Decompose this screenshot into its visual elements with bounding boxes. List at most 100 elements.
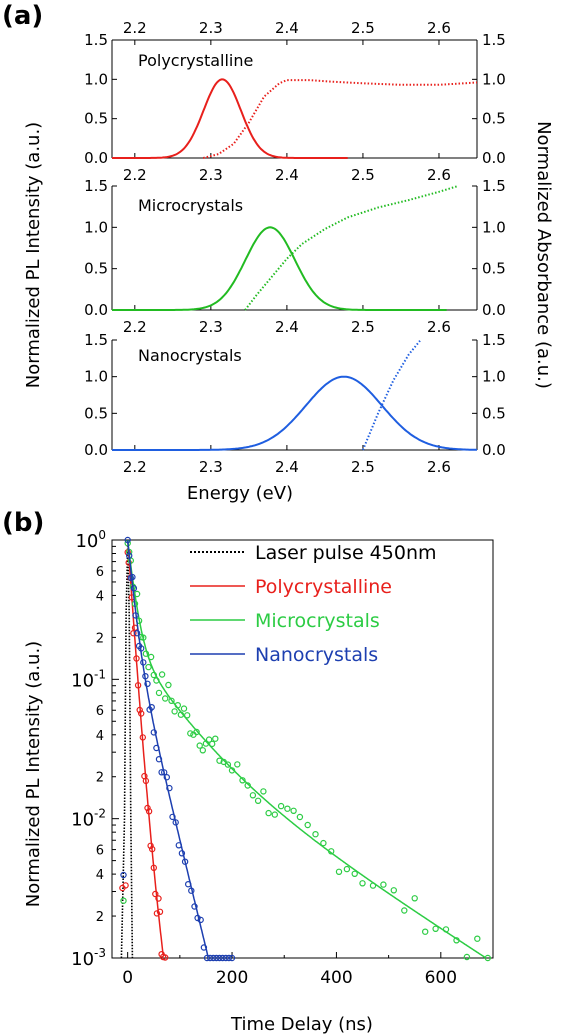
data-point-microcrystals bbox=[380, 881, 387, 888]
series-label-nanocrystals: Nanocrystals bbox=[138, 346, 242, 365]
x-tick-label: 400 bbox=[320, 968, 352, 988]
y-tick-label-right: 0.0 bbox=[482, 441, 506, 459]
panel-b-ylabel: Normalized PL Intensity (a.u.) bbox=[23, 641, 44, 907]
y-major-label: 10-3 bbox=[71, 946, 106, 970]
y-tick-label-right: 0.5 bbox=[482, 110, 506, 128]
panel-b-frame bbox=[111, 539, 494, 959]
data-point-polycrystalline bbox=[137, 710, 145, 717]
data-point-polycrystalline bbox=[145, 808, 153, 815]
y-minor-label: 4 bbox=[96, 868, 104, 883]
x-tick-label: 2.5 bbox=[351, 318, 375, 336]
panel-a-top-plot: 0.0 0.0 0.5 0.5 1.0 1.0 1.5 1.5 2.2 2.2 2.3 2.3 2.4 2… bbox=[84, 19, 506, 184]
data-point-nanocrystals bbox=[206, 954, 214, 962]
panel-b-plot: 0 200 400 600 100 10-1 10-2 10-3 2 4 6 2 4 6 2 4 6 bbox=[71, 528, 494, 988]
data-point-microcrystals bbox=[484, 954, 491, 962]
data-point-microcrystals bbox=[155, 689, 163, 697]
data-point-microcrystals bbox=[199, 747, 206, 754]
data-point-microcrystals bbox=[277, 802, 285, 810]
x-tick-label: 2.2 bbox=[123, 458, 147, 476]
data-point-microcrystals bbox=[142, 650, 150, 657]
data-point-microcrystals bbox=[284, 805, 291, 812]
data-point-polycrystalline bbox=[148, 845, 156, 853]
data-point-polycrystalline bbox=[134, 682, 142, 689]
panel-a-middle-plot: 0.0 0.0 0.5 0.5 1.0 1.0 1.5 1.5 2.2 2.3 2.4 2.5 2.6 bbox=[84, 177, 506, 336]
data-point-nanocrystals bbox=[169, 813, 176, 821]
data-point-microcrystals bbox=[174, 702, 181, 709]
y-major-label-exponent: -1 bbox=[94, 667, 106, 681]
data-point-microcrystals bbox=[422, 928, 429, 935]
data-point-nanocrystals bbox=[137, 645, 145, 652]
x-tick-label: 2.6 bbox=[427, 458, 451, 476]
data-point-microcrystals bbox=[265, 809, 272, 817]
data-point-microcrystals bbox=[351, 870, 358, 878]
data-point-nanocrystals bbox=[132, 612, 139, 619]
data-point-microcrystals bbox=[244, 782, 251, 789]
y-tick-label-right: 1.5 bbox=[482, 331, 506, 349]
data-point-polycrystalline bbox=[161, 954, 169, 961]
pl-curve-polycrystalline bbox=[112, 78, 348, 159]
data-point-microcrystals bbox=[271, 811, 278, 818]
y-major-label-exponent: -3 bbox=[94, 946, 106, 960]
data-point-nanocrystals bbox=[133, 630, 141, 637]
data-point-microcrystals bbox=[254, 797, 262, 805]
x-tick-label: 2.5 bbox=[351, 166, 375, 184]
data-point-microcrystals bbox=[196, 742, 203, 749]
data-point-microcrystals bbox=[328, 848, 335, 855]
data-point-microcrystals bbox=[228, 767, 236, 774]
data-point-nanocrystals bbox=[225, 954, 233, 962]
data-point-microcrystals bbox=[168, 697, 175, 705]
x-tick-label: 2.4 bbox=[275, 166, 299, 184]
x-tick-label: 0 bbox=[122, 968, 133, 988]
x-tick-label-top: 2.5 bbox=[351, 19, 375, 37]
x-tick-label: 2.6 bbox=[427, 318, 451, 336]
fit-curve-nanocrystals bbox=[126, 539, 209, 957]
legend-microcrystals-label: Microcrystals bbox=[255, 610, 380, 632]
y-tick-label-left: 0.5 bbox=[84, 110, 108, 128]
data-point-nanocrystals bbox=[150, 729, 157, 736]
data-point-polycrystalline bbox=[130, 630, 137, 637]
data-point-microcrystals bbox=[208, 740, 216, 748]
panel-a-ylabel-right: Normalized Absorbance (a.u.) bbox=[533, 121, 554, 389]
data-point-microcrystals bbox=[249, 792, 257, 799]
y-minor-label: 6 bbox=[96, 844, 104, 859]
data-point-microcrystals bbox=[432, 925, 439, 933]
data-point-polycrystalline bbox=[139, 734, 146, 741]
data-point-nanocrystals bbox=[184, 881, 192, 888]
x-tick-label-top: 2.4 bbox=[275, 19, 299, 37]
absorbance-curve-nanocrystals bbox=[361, 340, 421, 451]
data-point-microcrystals bbox=[411, 895, 418, 902]
data-point-polycrystalline bbox=[153, 910, 161, 917]
data-point-microcrystals bbox=[193, 728, 200, 736]
data-point-nanocrystals bbox=[178, 850, 186, 857]
data-point-microcrystals bbox=[147, 653, 155, 661]
data-point-nanocrystals bbox=[129, 573, 136, 581]
y-tick-label-left: 0.0 bbox=[84, 301, 108, 319]
data-point-nanocrystals bbox=[219, 954, 226, 962]
data-point-microcrystals bbox=[312, 831, 319, 838]
data-point-microcrystals bbox=[161, 695, 169, 702]
data-point-microcrystals bbox=[150, 671, 157, 679]
y-tick-label-left: 1.5 bbox=[84, 331, 108, 349]
data-point-microcrystals bbox=[239, 777, 246, 784]
series-label-polycrystalline: Polycrystalline bbox=[138, 51, 253, 70]
data-point-microcrystals bbox=[145, 663, 152, 671]
data-point-microcrystals bbox=[474, 935, 481, 942]
y-tick-label-left: 1.0 bbox=[84, 70, 108, 88]
y-minor-label: 4 bbox=[96, 589, 104, 604]
panel-a-label: (a) bbox=[2, 1, 43, 31]
data-point-nanocrystals bbox=[140, 659, 147, 666]
pl-curve-microcrystals bbox=[112, 226, 447, 311]
data-point-microcrystals bbox=[158, 671, 166, 678]
data-point-microcrystals bbox=[180, 705, 188, 712]
series-label-microcrystals: Microcrystals bbox=[138, 196, 243, 215]
y-tick-label-left: 0.5 bbox=[84, 260, 108, 278]
data-point-microcrystals bbox=[463, 953, 471, 961]
x-tick-label: 200 bbox=[216, 968, 248, 988]
data-point-nanocrystals bbox=[142, 673, 149, 680]
data-point-microcrystals bbox=[177, 711, 185, 718]
y-tick-label-left: 1.5 bbox=[84, 177, 108, 195]
x-tick-label: 2.2 bbox=[123, 166, 147, 184]
panel-a-bottom-plot: 0.0 0.0 0.5 0.5 1.0 1.0 1.5 1.5 2.2 2.3 2.4 2.5 2.6 bbox=[84, 331, 506, 476]
data-point-nanocrystals bbox=[222, 954, 229, 962]
data-point-microcrystals bbox=[359, 880, 366, 887]
